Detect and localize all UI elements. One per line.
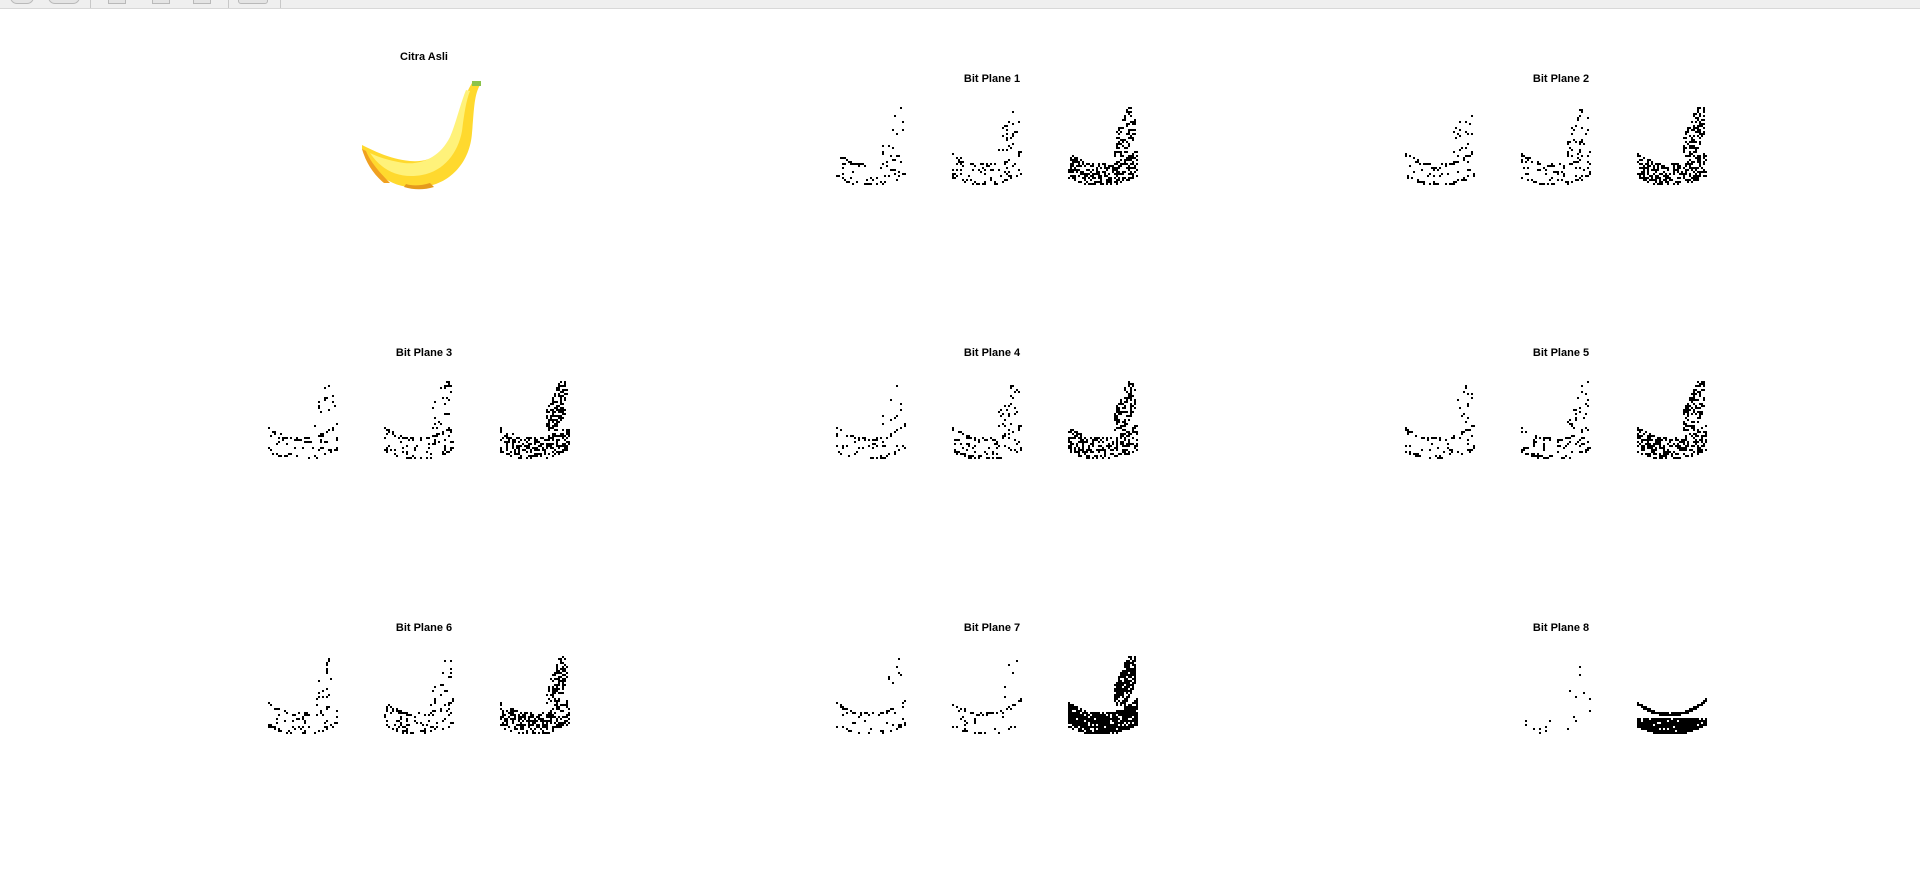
red-channel-plane — [268, 385, 338, 459]
green-channel-plane — [384, 660, 454, 734]
green-channel-plane — [384, 381, 454, 459]
subplot-bitplane-5: Bit Plane 5 — [1361, 347, 1761, 517]
subplot-title: Bit Plane 1 — [963, 73, 1021, 85]
zoom-in-icon[interactable] — [10, 0, 34, 4]
bitplane-image — [1405, 381, 1707, 459]
bitplane-image — [836, 656, 1138, 734]
pan-icon[interactable] — [108, 0, 126, 4]
green-channel-plane — [952, 111, 1022, 185]
blue-channel-plane — [1637, 381, 1707, 459]
subplot-title: Bit Plane 2 — [1532, 73, 1590, 85]
subplot-bitplane-4: Bit Plane 4 — [792, 347, 1192, 517]
bitplane-image — [1525, 666, 1707, 734]
red-channel-plane — [836, 107, 906, 185]
green-channel-plane — [1521, 381, 1591, 459]
green-channel-plane — [1525, 666, 1591, 734]
figure-canvas: Citra Asli Bit Plane 1 Bit Plane 2 Bit P… — [0, 9, 1920, 876]
banana-shadow — [404, 183, 434, 190]
subplot-bitplane-7: Bit Plane 7 — [792, 622, 1192, 792]
subplot-title: Citra Asli — [400, 51, 448, 63]
subplot-title: Bit Plane 3 — [395, 347, 453, 359]
banana-highlight — [370, 90, 470, 177]
blue-channel-plane — [1637, 107, 1707, 185]
red-channel-plane — [836, 658, 906, 734]
red-channel-plane — [268, 658, 338, 734]
subplot-bitplane-2: Bit Plane 2 — [1361, 73, 1761, 243]
subplot-title: Bit Plane 7 — [963, 622, 1021, 634]
subplot-original: Citra Asli — [224, 51, 624, 221]
toolbar-separator — [280, 0, 281, 8]
zoom-out-icon[interactable] — [48, 0, 80, 4]
original-image — [362, 81, 481, 190]
subplot-title: Bit Plane 8 — [1532, 622, 1590, 634]
subplot-title: Bit Plane 5 — [1532, 347, 1590, 359]
blue-channel-plane — [1068, 381, 1138, 459]
figure-toolbar — [0, 0, 1920, 9]
green-channel-plane — [952, 660, 1022, 734]
bitplane-image — [836, 381, 1138, 459]
datatip-icon[interactable] — [193, 0, 211, 4]
subplot-bitplane-3: Bit Plane 3 — [224, 347, 624, 517]
bitplane-image — [836, 107, 1138, 185]
blue-channel-plane — [1068, 107, 1138, 185]
blue-channel-plane — [500, 656, 570, 734]
rotate-icon[interactable] — [152, 0, 170, 4]
bitplane-image — [268, 656, 570, 734]
colorbar-icon[interactable] — [238, 0, 268, 4]
subplot-bitplane-6: Bit Plane 6 — [224, 622, 624, 792]
toolbar-separator — [90, 0, 91, 8]
banana-shadow — [362, 149, 390, 183]
green-channel-plane — [1521, 109, 1591, 185]
red-channel-plane — [1405, 385, 1475, 459]
subplot-title: Bit Plane 6 — [395, 622, 453, 634]
red-channel-plane — [836, 385, 906, 459]
green-channel-plane — [952, 385, 1022, 459]
toolbar-separator — [228, 0, 229, 8]
banana-tip — [472, 81, 481, 86]
subplot-bitplane-8: Bit Plane 8 — [1361, 622, 1761, 792]
blue-channel-plane — [1068, 656, 1138, 734]
red-channel-plane — [1405, 115, 1475, 185]
bitplane-image — [1405, 107, 1707, 185]
blue-channel-plane — [1637, 698, 1707, 734]
blue-channel-plane — [500, 381, 570, 459]
subplot-bitplane-1: Bit Plane 1 — [792, 73, 1192, 243]
subplot-title: Bit Plane 4 — [963, 347, 1021, 359]
bitplane-image — [268, 381, 570, 459]
